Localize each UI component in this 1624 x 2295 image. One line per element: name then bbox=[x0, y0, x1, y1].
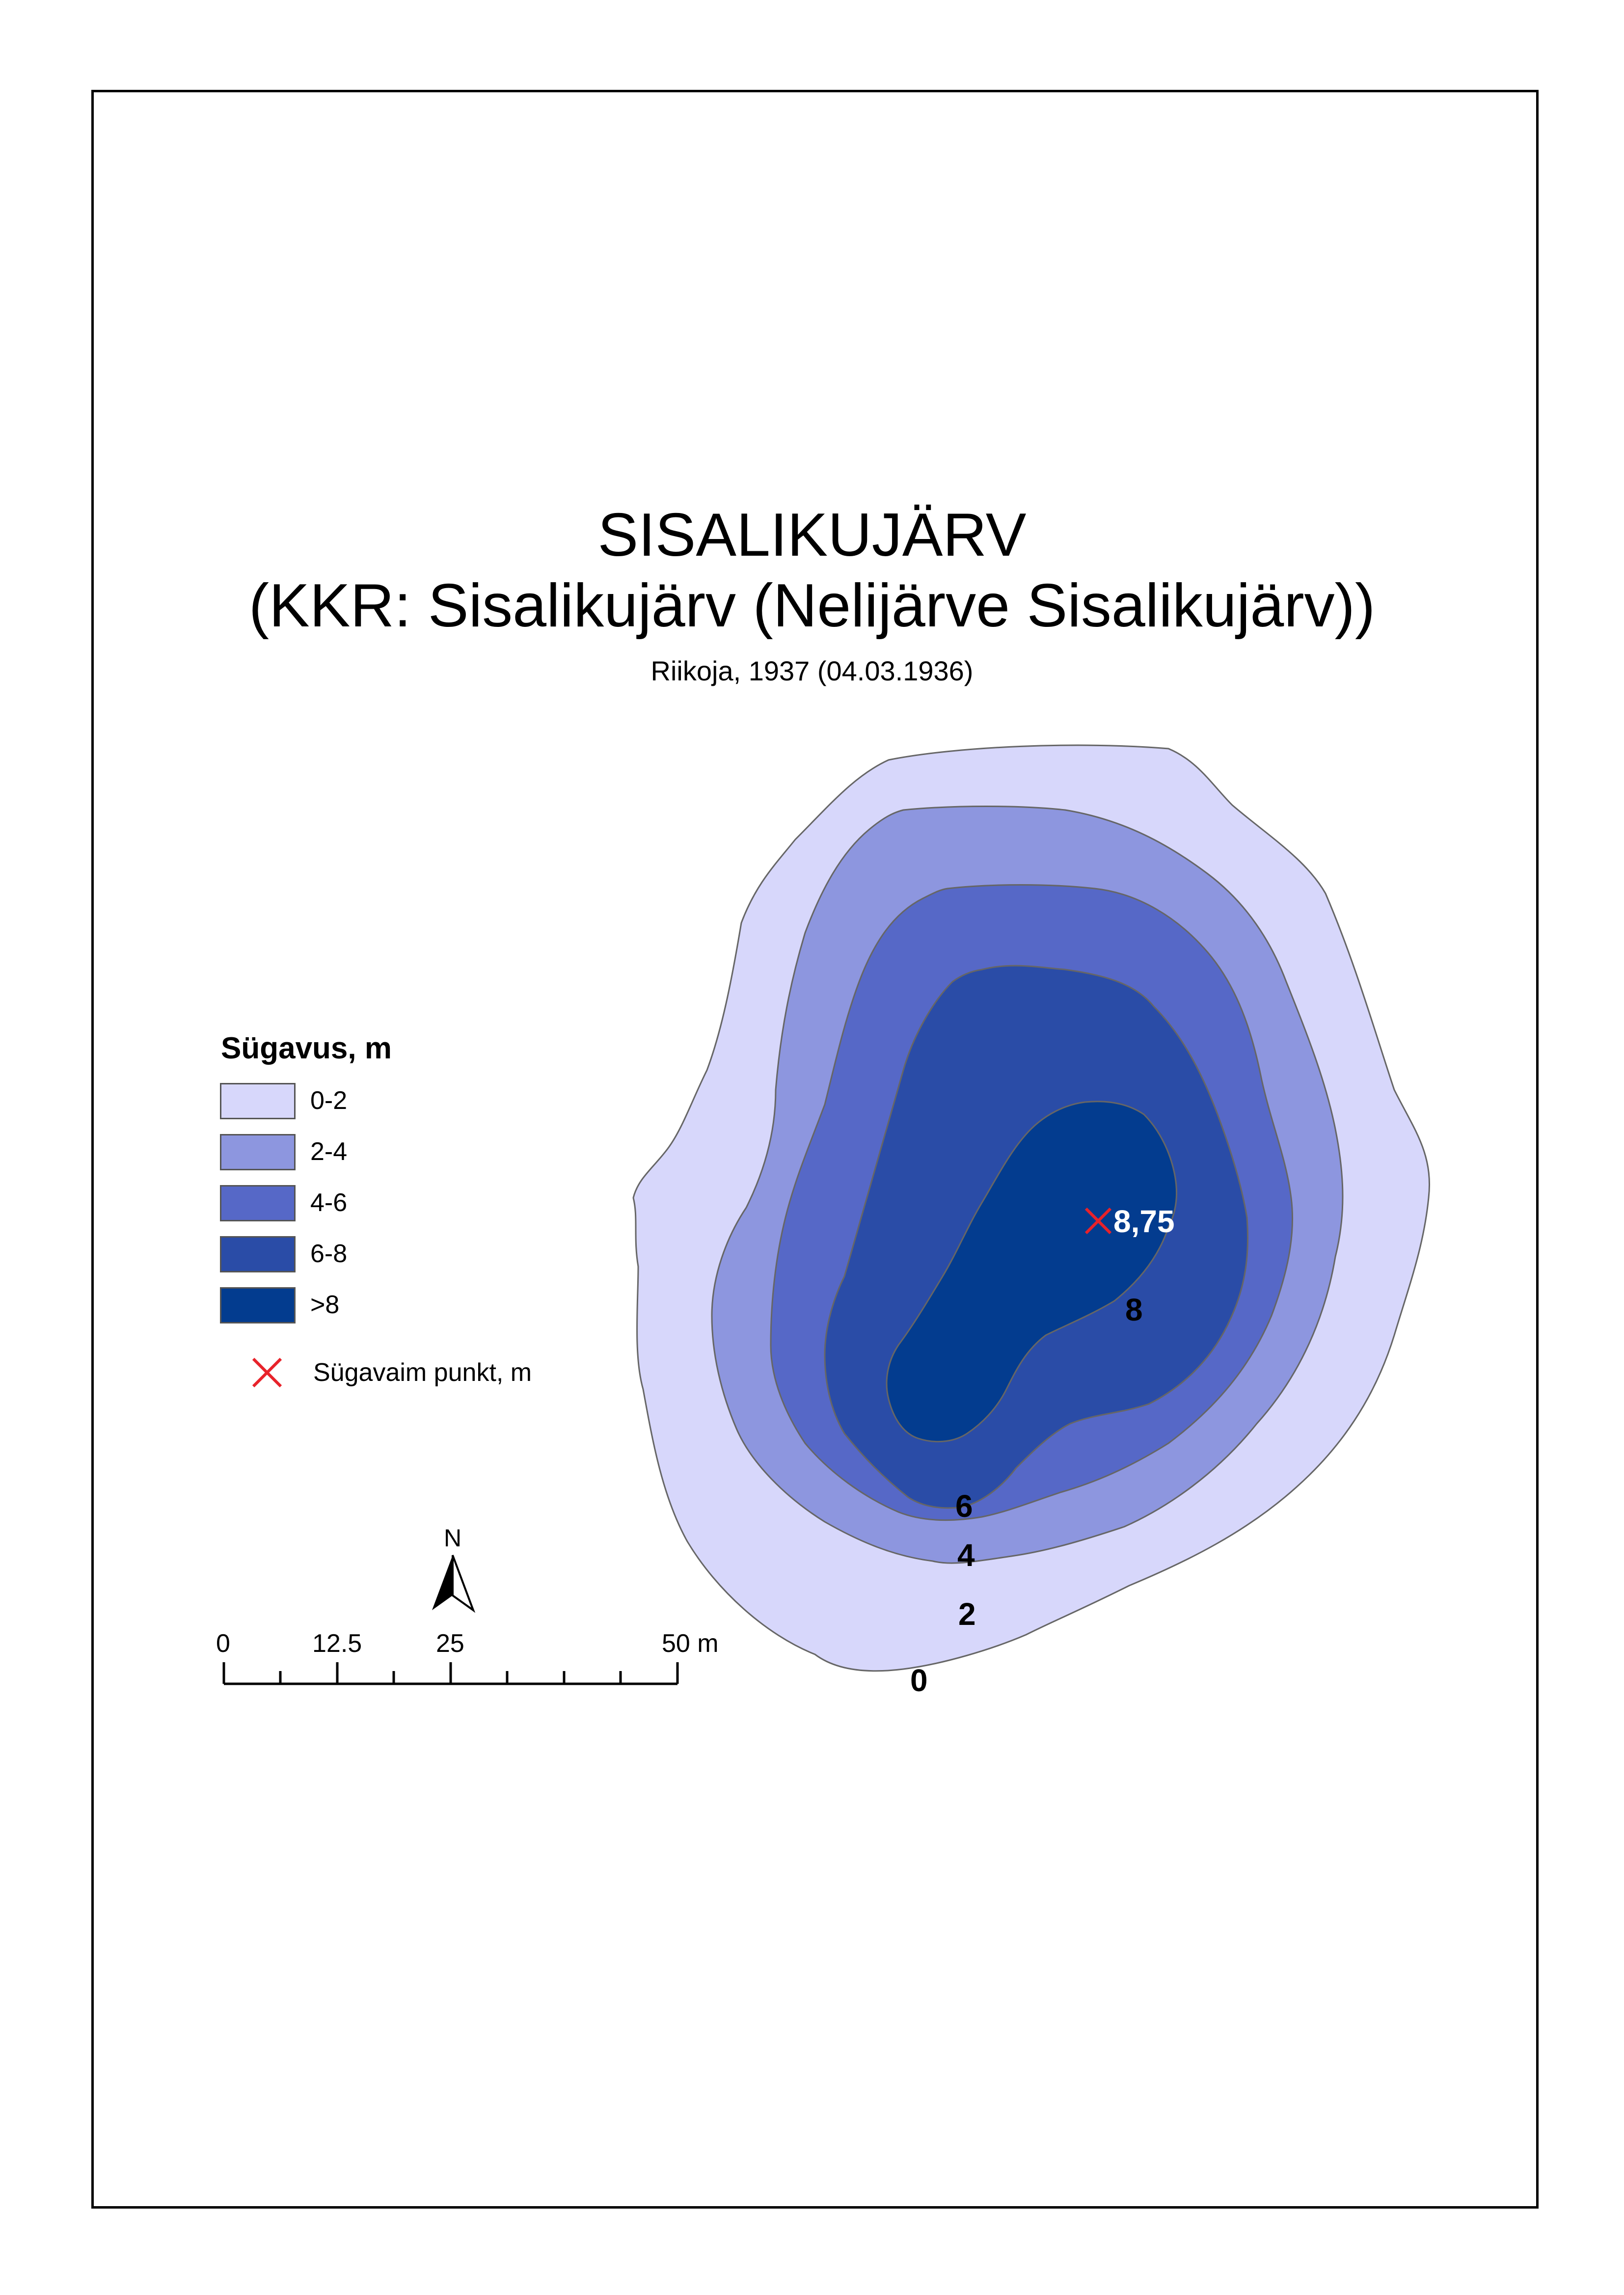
scale-label-0: 0 bbox=[216, 1629, 230, 1658]
scale-label-50: 50 m bbox=[662, 1629, 719, 1658]
map-title: SISALIKUJÄRV bbox=[597, 501, 1027, 569]
scale-label-12-5: 12.5 bbox=[312, 1629, 362, 1658]
legend-swatch bbox=[220, 1185, 296, 1221]
contour-label-2: 2 bbox=[958, 1596, 976, 1632]
north-arrow-icon bbox=[432, 1555, 476, 1613]
map-frame bbox=[91, 90, 1539, 2209]
legend-label: 2-4 bbox=[310, 1137, 348, 1166]
contour-label-6: 6 bbox=[955, 1488, 973, 1524]
contour-label-0: 0 bbox=[910, 1663, 928, 1698]
legend-label: >8 bbox=[310, 1291, 340, 1319]
legend-label: 4-6 bbox=[310, 1188, 348, 1217]
map-subtitle: (KKR: Sisalikujärv (Nelijärve Sisalikujä… bbox=[248, 572, 1376, 640]
legend-swatch bbox=[220, 1287, 296, 1323]
legend-swatch bbox=[220, 1236, 296, 1272]
contour-label-4: 4 bbox=[957, 1538, 975, 1573]
cross-icon bbox=[252, 1357, 282, 1388]
deepest-point-marker bbox=[1084, 1207, 1112, 1235]
depth-zone-gt8 bbox=[886, 1101, 1178, 1442]
north-arrow-label: N bbox=[444, 1524, 461, 1552]
legend-swatch bbox=[220, 1134, 296, 1170]
source-note: Riikoja, 1937 (04.03.1936) bbox=[650, 655, 974, 686]
legend-label: 6-8 bbox=[310, 1240, 348, 1268]
contour-label-8: 8 bbox=[1125, 1292, 1143, 1327]
legend-label: 0-2 bbox=[310, 1086, 348, 1115]
scale-bar bbox=[222, 1662, 679, 1685]
legend-point-label: Sügavaim punkt, m bbox=[313, 1358, 532, 1387]
deepest-point-label: 8,75 bbox=[1113, 1204, 1175, 1239]
legend-title: Sügavus, m bbox=[221, 1031, 392, 1065]
scale-label-25: 25 bbox=[436, 1629, 464, 1658]
legend-swatch bbox=[220, 1083, 296, 1119]
